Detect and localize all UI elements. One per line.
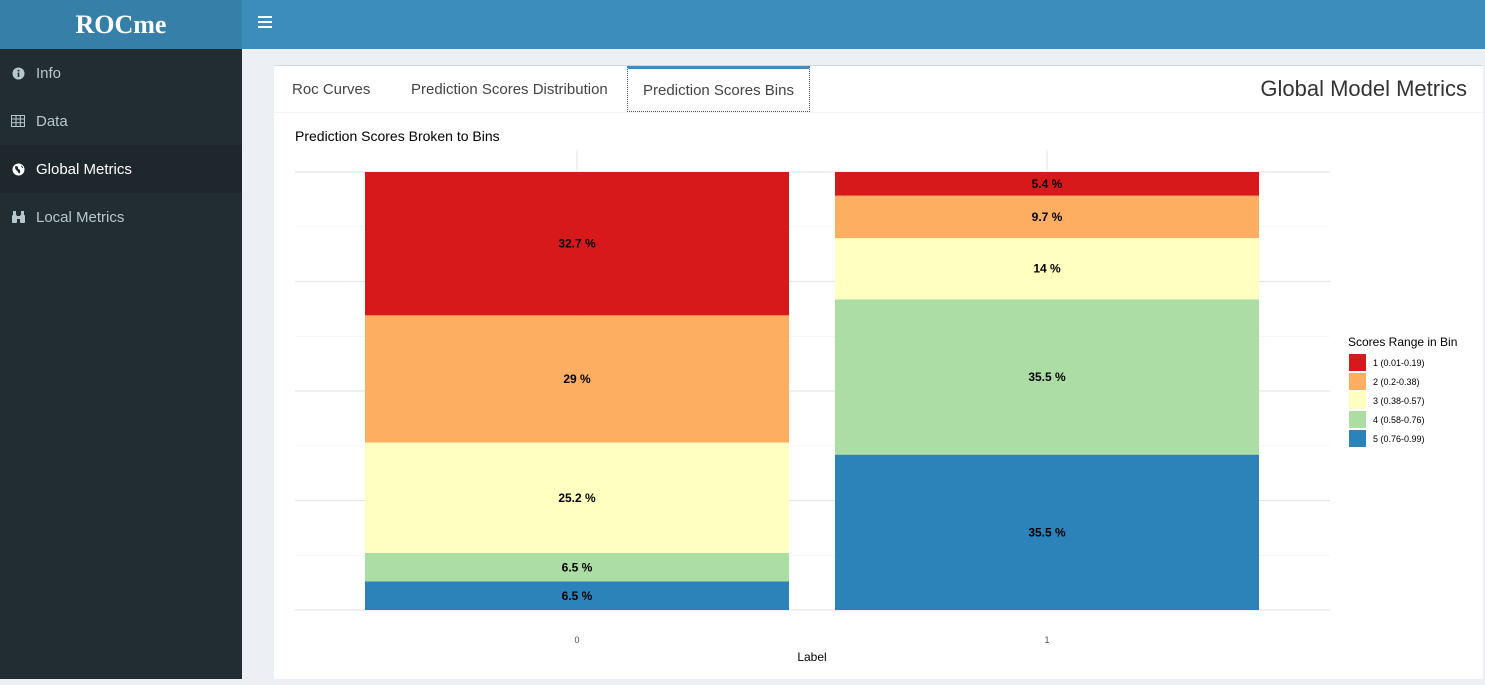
legend-swatch xyxy=(1349,430,1366,447)
tab-prediction-scores-distribution[interactable]: Prediction Scores Distribution xyxy=(411,81,608,98)
tab-roc-curves[interactable]: Roc Curves xyxy=(292,81,371,98)
legend-entry: 4 (0.58-0.76) xyxy=(1373,415,1425,425)
data-label: 14 % xyxy=(1033,262,1061,276)
table-icon xyxy=(10,113,26,129)
legend-entry: 2 (0.2-0.38) xyxy=(1373,377,1420,387)
sidebar-item-label: Data xyxy=(36,112,68,130)
binoculars-icon xyxy=(10,209,26,225)
menu-toggle-icon[interactable] xyxy=(258,13,272,29)
tab-box: Roc Curves Prediction Scores Distributio… xyxy=(274,65,1483,679)
bar-segment xyxy=(365,581,789,610)
legend-swatch xyxy=(1349,411,1366,428)
bar-segment xyxy=(365,172,789,316)
data-label: 35.5 % xyxy=(1028,525,1066,539)
legend-entry: 1 (0.01-0.19) xyxy=(1373,358,1425,368)
panel-title: Global Model Metrics xyxy=(1260,76,1467,101)
chart-svg: Prediction Scores Broken to Bins 6.5 % 6.… xyxy=(295,128,1457,664)
bar-segment xyxy=(835,454,1259,610)
top-navbar xyxy=(242,0,1485,49)
tab-prediction-scores-bins[interactable]: Prediction Scores Bins xyxy=(627,66,810,112)
legend-entry: 5 (0.76-0.99) xyxy=(1373,434,1425,444)
data-label: 6.5 % xyxy=(562,560,593,574)
bar-segment xyxy=(835,195,1259,239)
data-label: 25.2 % xyxy=(558,491,596,505)
sidebar: Info Data Global Metrics Local Metrics xyxy=(0,49,242,679)
x-tick-label: 0 xyxy=(574,635,579,645)
info-circle-icon xyxy=(10,65,26,81)
data-label: 6.5 % xyxy=(562,589,593,603)
x-axis-label: Label xyxy=(797,650,826,664)
legend-swatch xyxy=(1349,392,1366,409)
data-label: 9.7 % xyxy=(1032,210,1063,224)
legend-entry: 3 (0.38-0.57) xyxy=(1373,396,1425,406)
bar-segment xyxy=(835,238,1259,300)
sidebar-item-data[interactable]: Data xyxy=(0,97,242,145)
tab-bar: Roc Curves Prediction Scores Distributio… xyxy=(274,66,1483,113)
globe-icon xyxy=(10,161,26,177)
sidebar-item-label: Global Metrics xyxy=(36,160,132,178)
bar-segment xyxy=(365,315,789,443)
legend-title: Scores Range in Bin xyxy=(1348,335,1457,349)
app-logo[interactable]: ROCme xyxy=(0,0,242,49)
bar-segment xyxy=(365,553,789,582)
legend-swatch xyxy=(1349,373,1366,390)
bar-segment xyxy=(835,172,1259,196)
stacked-bar-chart: Prediction Scores Broken to Bins 6.5 % 6.… xyxy=(274,113,1483,680)
sidebar-item-local-metrics[interactable]: Local Metrics xyxy=(0,193,242,241)
sidebar-item-label: Local Metrics xyxy=(36,208,125,226)
x-tick-label: 1 xyxy=(1044,635,1049,645)
bar-segment xyxy=(835,299,1259,455)
sidebar-item-global-metrics[interactable]: Global Metrics xyxy=(0,145,242,193)
legend-swatch xyxy=(1349,354,1366,371)
data-label: 29 % xyxy=(563,372,591,386)
sidebar-item-info[interactable]: Info xyxy=(0,49,242,97)
data-label: 35.5 % xyxy=(1028,370,1066,384)
sidebar-item-label: Info xyxy=(36,64,62,82)
chart-title: Prediction Scores Broken to Bins xyxy=(295,128,500,144)
data-label: 32.7 % xyxy=(558,237,596,251)
bar-segment xyxy=(365,442,789,554)
data-label: 5.4 % xyxy=(1032,177,1063,191)
